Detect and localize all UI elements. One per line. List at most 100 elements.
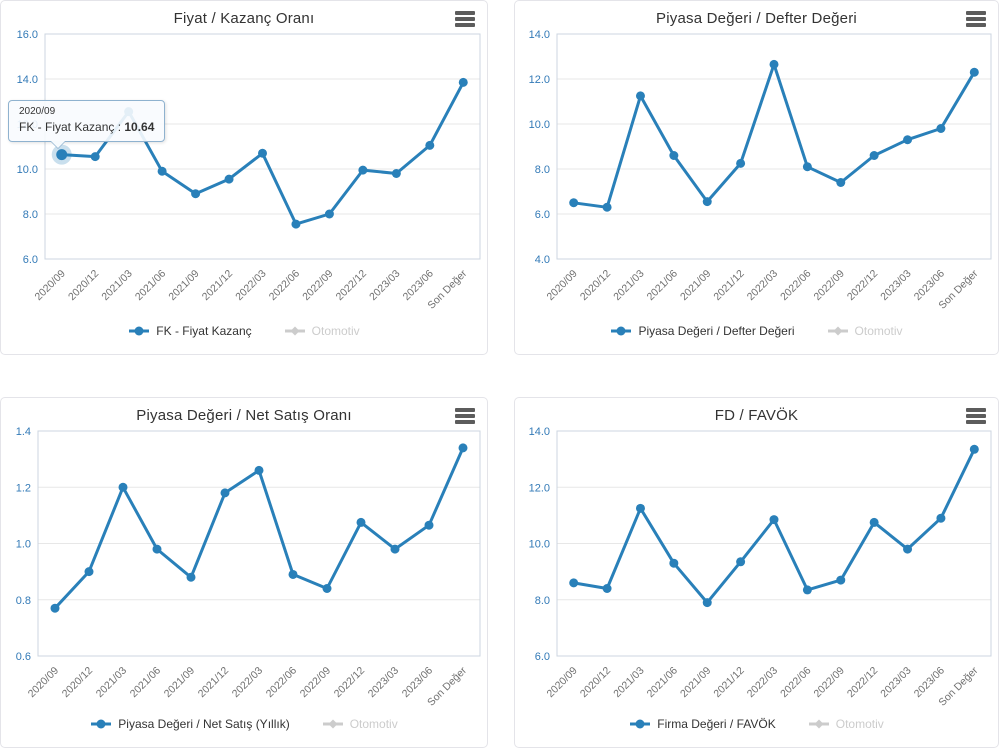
x-axis-label: 2021/12 <box>200 268 235 303</box>
data-point[interactable] <box>157 166 167 176</box>
data-point[interactable] <box>391 169 401 178</box>
line-chart-ev-ebitda[interactable]: 14.012.010.08.06.02020/092020/122021/032… <box>515 398 999 748</box>
data-point[interactable] <box>191 189 201 199</box>
legend-item-series[interactable]: Piyasa Değeri / Net Satış (Yıllık) <box>90 717 290 731</box>
data-point[interactable] <box>836 575 846 585</box>
data-point[interactable] <box>291 219 301 229</box>
data-point[interactable] <box>769 59 779 69</box>
data-point[interactable] <box>186 572 196 582</box>
chart-tooltip: 2020/09 FK - Fiyat Kazanç : 10.64 <box>8 100 166 149</box>
data-point[interactable] <box>802 585 812 595</box>
data-point[interactable] <box>356 517 366 527</box>
data-point[interactable] <box>903 544 913 554</box>
data-point[interactable] <box>220 488 230 498</box>
data-point[interactable] <box>118 482 128 492</box>
data-point[interactable] <box>224 174 234 184</box>
y-axis-label: 1.4 <box>16 426 31 438</box>
data-point[interactable] <box>569 198 579 208</box>
data-point[interactable] <box>936 513 946 523</box>
data-point[interactable] <box>424 520 434 530</box>
y-axis-label: 14.0 <box>529 426 550 438</box>
data-point[interactable] <box>425 140 435 150</box>
data-point[interactable] <box>56 149 68 161</box>
x-axis-label: 2022/12 <box>845 268 880 303</box>
export-menu-button[interactable] <box>455 408 475 426</box>
data-point[interactable] <box>769 515 779 525</box>
legend-diamond-marker-icon <box>808 719 829 729</box>
export-menu-button[interactable] <box>455 11 475 29</box>
tooltip-series-label: FK - Fiyat Kazanç : <box>19 120 125 134</box>
legend-item-benchmark[interactable]: Otomotiv <box>827 324 903 338</box>
data-point[interactable] <box>602 202 612 212</box>
legend-item-series[interactable]: Firma Değeri / FAVÖK <box>629 717 776 731</box>
data-point[interactable] <box>836 178 846 187</box>
data-point[interactable] <box>288 569 298 579</box>
line-chart-price-sales[interactable]: 1.41.21.00.80.62020/092020/122021/032021… <box>1 398 489 748</box>
data-point[interactable] <box>84 567 94 577</box>
data-point[interactable] <box>869 151 879 160</box>
data-point[interactable] <box>669 558 679 568</box>
x-axis-label: 2022/06 <box>267 268 302 303</box>
data-point[interactable] <box>254 465 264 475</box>
data-point[interactable] <box>669 151 679 160</box>
data-point[interactable] <box>969 444 979 454</box>
x-axis-label: 2020/12 <box>578 665 613 700</box>
legend-item-benchmark[interactable]: Otomotiv <box>808 717 884 731</box>
y-axis-label: 1.2 <box>16 482 31 494</box>
data-point[interactable] <box>458 77 468 87</box>
data-point[interactable] <box>90 152 100 162</box>
y-axis-label: 14.0 <box>17 74 38 86</box>
y-axis-label: 12.0 <box>529 482 550 494</box>
data-point[interactable] <box>569 578 579 588</box>
legend-item-series[interactable]: Piyasa Değeri / Defter Değeri <box>610 324 795 338</box>
x-axis-label: 2022/12 <box>334 268 369 303</box>
hamburger-icon <box>966 420 986 424</box>
data-point[interactable] <box>50 603 60 613</box>
data-point[interactable] <box>258 148 267 158</box>
x-axis-label: 2021/09 <box>678 268 713 303</box>
legend-label: Piyasa Değeri / Defter Değeri <box>638 324 795 338</box>
data-point[interactable] <box>458 443 468 453</box>
plot-border <box>556 33 992 260</box>
data-point[interactable] <box>324 209 334 219</box>
data-point[interactable] <box>702 598 712 608</box>
data-point[interactable] <box>358 165 368 175</box>
x-axis-label: 2022/12 <box>845 665 880 700</box>
data-point[interactable] <box>702 197 712 207</box>
x-axis-label: 2021/06 <box>645 665 680 700</box>
line-chart-price-earnings[interactable]: 16.014.012.010.08.06.02020/092020/122021… <box>1 1 489 356</box>
x-axis-label: 2023/03 <box>878 268 913 303</box>
legend-diamond-marker-icon <box>322 719 343 729</box>
data-point[interactable] <box>936 124 946 133</box>
y-axis-label: 10.0 <box>529 539 550 551</box>
data-point[interactable] <box>322 584 332 593</box>
legend-label: Otomotiv <box>835 717 884 731</box>
x-axis-label: 2022/09 <box>300 268 335 303</box>
legend-item-series[interactable]: FK - Fiyat Kazanç <box>128 324 252 338</box>
legend-line-marker-icon <box>611 326 632 336</box>
data-point[interactable] <box>602 584 612 593</box>
x-axis-label: 2022/12 <box>332 665 367 700</box>
export-menu-button[interactable] <box>966 11 986 29</box>
data-point[interactable] <box>635 503 645 513</box>
data-point[interactable] <box>736 557 746 567</box>
x-axis-label: 2022/03 <box>233 268 268 303</box>
x-axis-label: 2022/03 <box>230 665 265 700</box>
data-point[interactable] <box>635 91 645 101</box>
data-point[interactable] <box>152 544 162 554</box>
data-point[interactable] <box>802 162 812 172</box>
legend-item-benchmark[interactable]: Otomotiv <box>322 717 398 731</box>
plot-border <box>37 430 481 657</box>
data-point[interactable] <box>390 544 400 554</box>
data-point[interactable] <box>736 158 746 168</box>
hamburger-icon <box>455 17 475 21</box>
data-point[interactable] <box>869 517 879 527</box>
x-axis-label: 2020/09 <box>544 665 579 700</box>
legend-item-benchmark[interactable]: Otomotiv <box>284 324 360 338</box>
data-point[interactable] <box>903 135 913 145</box>
chart-panel-price-book: 14.0 12.0 10.0 8.0 6.0 4.0 2020/09 2020/12 2021/… <box>514 0 999 355</box>
y-axis-label: 16.0 <box>17 29 38 41</box>
export-menu-button[interactable] <box>966 408 986 426</box>
line-chart-price-book[interactable]: 14.012.010.08.06.04.02020/092020/122021/… <box>515 1 999 356</box>
data-point[interactable] <box>969 67 979 77</box>
